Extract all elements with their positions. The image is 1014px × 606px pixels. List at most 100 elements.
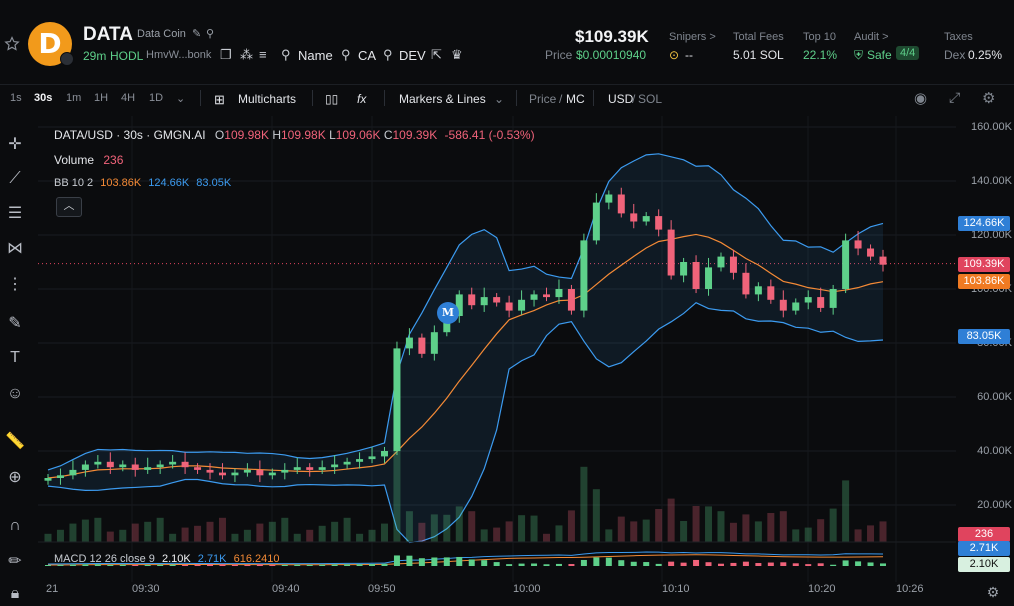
candle-body: [804, 297, 812, 303]
timeframe-1h[interactable]: 1H: [94, 92, 109, 104]
copy-icon[interactable]: ❐: [220, 47, 232, 62]
search-dev-icon[interactable]: ⚲: [383, 47, 393, 62]
candle-body: [331, 464, 339, 468]
bb-upper-badge: 124.66K: [958, 216, 1010, 231]
snipers-label[interactable]: Snipers >: [669, 31, 716, 43]
search-name-link[interactable]: Name: [298, 48, 333, 63]
volume-bar: [692, 506, 700, 542]
candle-body: [592, 202, 600, 241]
bb-upper-line: [47, 153, 884, 471]
toolbar-divider: [384, 90, 385, 106]
macd-histogram-bar: [256, 564, 263, 566]
mc-toggle[interactable]: MC: [566, 92, 585, 106]
legend-c-label: C: [383, 128, 393, 142]
external-link-icon[interactable]: ⇱: [431, 47, 442, 62]
token-address[interactable]: HmvW...bonk: [146, 49, 212, 61]
settings-icon[interactable]: ⚙: [982, 90, 996, 107]
multicharts-icon[interactable]: ⊞: [214, 92, 225, 107]
timeframe-1s[interactable]: 1s: [10, 92, 22, 104]
forecast-icon[interactable]: ⋮: [7, 276, 23, 293]
candle-body: [455, 294, 463, 316]
camera-icon[interactable]: ◉: [914, 90, 928, 107]
lock-icon[interactable]: 🔒︎: [10, 585, 20, 602]
candle-body: [605, 194, 613, 203]
timeframe-1m[interactable]: 1m: [66, 92, 82, 104]
markers-dropdown-icon[interactable]: ⌄: [494, 92, 505, 106]
volume-bar: [705, 506, 713, 542]
crown-icon[interactable]: ♛: [451, 47, 463, 62]
axis-settings-icon[interactable]: ⚙: [986, 584, 1000, 600]
candle-body: [580, 240, 588, 311]
fib-lines-icon[interactable]: ☰: [7, 205, 23, 222]
holders-icon[interactable]: ⁂: [240, 47, 253, 62]
token-logo: D: [28, 22, 72, 66]
audit-value: Safe: [867, 48, 892, 62]
search-ca-link[interactable]: CA: [358, 48, 377, 63]
candle-body: [867, 248, 875, 257]
bb-lower-badge: 83.05K: [958, 329, 1010, 344]
candle-type-icon[interactable]: ▯▯: [325, 92, 339, 106]
volume-bar: [256, 523, 264, 542]
edit-icon[interactable]: ✎: [192, 28, 202, 40]
price-chart[interactable]: [38, 116, 956, 582]
macd-histogram-bar: [668, 561, 675, 566]
trendline-icon[interactable]: ⟋: [9, 170, 21, 187]
volume-bar: [368, 529, 376, 542]
macd-histogram-bar: [431, 557, 438, 566]
sol-toggle[interactable]: SOL: [638, 92, 663, 106]
volume-bar: [767, 513, 775, 542]
volume-bar: [742, 514, 750, 542]
volume-bar: [717, 511, 725, 542]
macd-histogram-bar: [506, 564, 513, 566]
usd-toggle[interactable]: USD: [608, 92, 634, 106]
bb-mid-value: 103.86K: [100, 177, 142, 189]
search-name-icon[interactable]: ⚲: [281, 47, 291, 62]
ruler-icon[interactable]: 📏: [5, 433, 25, 450]
macd-histogram-bar: [630, 561, 637, 566]
brush-icon[interactable]: ✎: [8, 315, 22, 332]
macd-histogram-bar: [842, 560, 849, 566]
candle-body: [393, 348, 401, 451]
candle-body: [879, 256, 887, 265]
legend-pair: DATA/USD · 30s · GMGN.AI: [54, 128, 206, 142]
macd-histogram-bar: [555, 563, 562, 566]
marker-badge[interactable]: M: [437, 302, 459, 324]
macd-b-badge: 2.71K: [958, 541, 1010, 556]
emoji-icon[interactable]: ☺: [6, 385, 24, 402]
star-icon[interactable]: [4, 36, 22, 54]
candle-body: [742, 272, 750, 295]
magnet-icon[interactable]: ∩: [9, 517, 21, 534]
crosshair-icon[interactable]: ✛: [8, 136, 22, 153]
search-dev-link[interactable]: DEV: [399, 48, 426, 63]
volume-bar: [306, 529, 314, 542]
share-icon[interactable]: ⚲: [206, 28, 215, 40]
legend-change: -586.41 (-0.53%): [444, 128, 535, 142]
top10-value: 22.1%: [803, 48, 838, 62]
volume-bar: [94, 517, 102, 542]
volume-bar: [754, 521, 762, 542]
currency-separator: /: [632, 92, 636, 106]
price-toggle[interactable]: Price: [529, 92, 557, 106]
hodl-label: HODL: [110, 49, 144, 63]
multicharts-button[interactable]: Multicharts: [238, 92, 297, 106]
markers-lines-button[interactable]: Markers & Lines: [399, 92, 486, 106]
candle-body: [680, 262, 688, 276]
pencil-lock-icon[interactable]: ✏: [8, 553, 22, 570]
audit-label[interactable]: Audit >: [854, 31, 889, 43]
pattern-icon[interactable]: ⋈: [7, 240, 23, 257]
timeframe-dropdown-icon[interactable]: ⌄: [176, 93, 186, 105]
timeframe-30s[interactable]: 30s: [34, 92, 53, 104]
zoom-in-icon[interactable]: ⊕: [8, 469, 22, 486]
fullscreen-icon[interactable]: ⤢: [949, 89, 961, 105]
search-ca-icon[interactable]: ⚲: [341, 47, 351, 62]
text-icon[interactable]: T: [10, 349, 20, 366]
indicators-icon[interactable]: fx: [357, 92, 367, 106]
timeframe-4h[interactable]: 4H: [121, 92, 136, 104]
candle-body: [306, 467, 314, 470]
menu-circle-icon[interactable]: ≡: [259, 47, 267, 62]
total-fees-label: Total Fees: [733, 31, 784, 43]
collapse-legend-button[interactable]: ︿: [56, 197, 82, 217]
volume-bar: [405, 511, 413, 542]
candle-body: [630, 213, 638, 222]
timeframe-1d[interactable]: 1D: [149, 92, 164, 104]
